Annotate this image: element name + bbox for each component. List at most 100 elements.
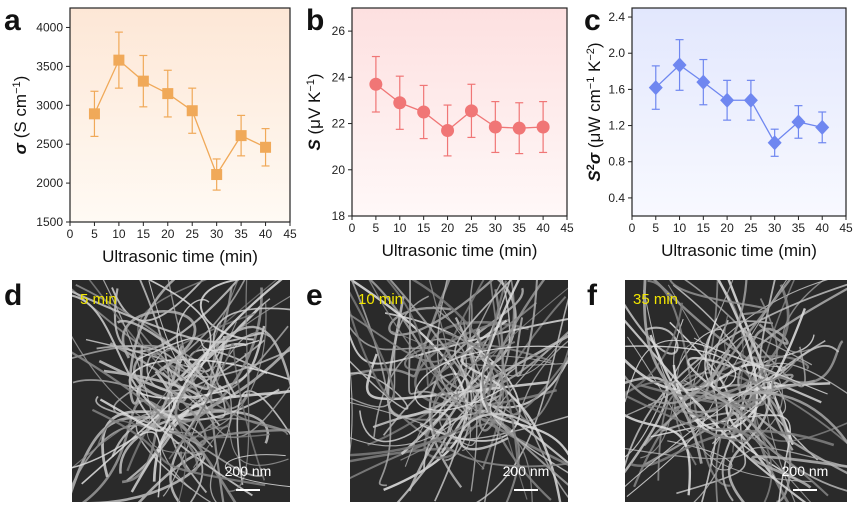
chart-panel-a: 0 5 10 15 20 25 30 35 40 45 1500 2000 2500 3000 3500 40…: [4, 4, 297, 266]
scale-bar-label: 200 nm: [225, 463, 272, 479]
nanofiber: [748, 323, 789, 360]
nanofiber: [439, 304, 568, 377]
x-tick-label: 15: [417, 221, 431, 235]
x-tick-label: 10: [393, 221, 407, 235]
y-tick-label: 3000: [36, 98, 63, 112]
nanofiber: [386, 280, 485, 388]
data-point: [791, 114, 806, 130]
nanofiber: [480, 280, 568, 456]
nanofiber: [96, 420, 271, 447]
nanofiber: [174, 417, 290, 445]
nanofiber: [109, 342, 187, 403]
nanofiber: [350, 349, 549, 446]
nanofiber: [169, 388, 290, 447]
x-tick-label: 5: [91, 227, 98, 241]
nanofiber: [625, 413, 691, 496]
nanofiber-network: [350, 280, 568, 502]
nanofiber: [704, 349, 847, 445]
plot-frame: [631, 7, 847, 217]
data-point: [672, 57, 687, 73]
nanofiber: [625, 280, 748, 405]
x-tick-label: 5: [373, 221, 380, 235]
nanofiber: [137, 337, 260, 361]
x-tick-label: 40: [816, 221, 830, 235]
y-tick-label: 18: [332, 209, 346, 223]
y-axis-title: σ (S cm−1): [11, 76, 30, 155]
time-label: 35 min: [633, 291, 678, 308]
nanofiber: [737, 287, 847, 475]
nanofiber: [89, 452, 206, 502]
panel-letter: a: [4, 4, 21, 37]
x-tick-label: 15: [697, 221, 711, 235]
x-axis-title: Ultrasonic time (min): [382, 241, 538, 260]
data-point: [211, 169, 223, 181]
x-tick-label: 45: [283, 227, 297, 241]
y-axis-title: S (μV K−1): [305, 73, 324, 150]
nanofiber: [350, 280, 493, 457]
nanofiber: [88, 280, 255, 355]
nanofiber-network: [72, 280, 290, 502]
x-tick-label: 20: [441, 221, 455, 235]
chart-panel-b: 0 5 10 15 20 25 30 35 40 45 18 20 22 24 26 Ultrasonic t…: [305, 4, 574, 260]
x-tick-label: 45: [839, 221, 853, 235]
nanofiber: [99, 280, 283, 432]
nanofiber: [625, 376, 669, 474]
data-point: [536, 120, 550, 134]
y-tick-label: 24: [332, 70, 346, 84]
x-tick-label: 45: [560, 221, 574, 235]
nanofiber: [643, 280, 703, 464]
data-point: [696, 74, 711, 90]
nanofiber: [144, 280, 182, 383]
nanofiber: [650, 414, 791, 502]
y-tick-label: 2.4: [608, 10, 625, 24]
nanofiber: [648, 403, 829, 497]
data-point: [393, 96, 407, 110]
nanofiber: [368, 280, 533, 502]
nanofiber: [515, 280, 538, 377]
x-axis-title: Ultrasonic time (min): [102, 247, 258, 266]
nanofiber: [350, 280, 468, 492]
nanofiber: [130, 325, 266, 493]
panel-letter: e: [306, 279, 323, 312]
y-tick-label: 3500: [36, 59, 63, 73]
nanofiber: [128, 280, 176, 405]
nanofiber: [428, 280, 459, 413]
x-tick-label: 30: [210, 227, 224, 241]
nanofiber: [209, 360, 232, 502]
y-tick-label: 2500: [36, 137, 63, 151]
nanofiber: [625, 335, 813, 417]
nanofiber: [226, 280, 250, 492]
data-point: [815, 119, 830, 135]
nanofiber: [476, 298, 568, 502]
nanofiber: [113, 280, 240, 353]
y-tick-label: 1500: [36, 215, 63, 229]
data-point: [512, 121, 526, 135]
data-point: [488, 120, 502, 134]
y-tick-label: 0.8: [608, 155, 625, 169]
nanofiber: [389, 280, 568, 486]
time-label: 10 min: [358, 291, 403, 308]
y-tick-label: 2000: [36, 176, 63, 190]
data-point: [260, 141, 272, 153]
y-tick-label: 0.4: [608, 191, 625, 205]
data-point: [767, 135, 782, 151]
nanofiber: [478, 280, 546, 432]
data-point: [369, 77, 383, 91]
x-tick-label: 20: [720, 221, 734, 235]
x-tick-label: 40: [259, 227, 273, 241]
plot-background: [352, 8, 567, 216]
nanofiber: [689, 280, 813, 483]
x-tick-label: 25: [744, 221, 758, 235]
x-tick-label: 0: [67, 227, 74, 241]
x-tick-label: 35: [792, 221, 806, 235]
nanofiber: [407, 280, 471, 420]
nanofiber: [625, 303, 679, 355]
panel-letter: f: [587, 279, 598, 312]
x-tick-label: 5: [652, 221, 659, 235]
nanofiber: [72, 290, 263, 344]
nanofiber: [687, 356, 822, 410]
nanofiber: [435, 361, 568, 466]
nanofiber: [224, 454, 290, 488]
nanofiber: [388, 280, 494, 336]
x-tick-label: 0: [629, 221, 636, 235]
